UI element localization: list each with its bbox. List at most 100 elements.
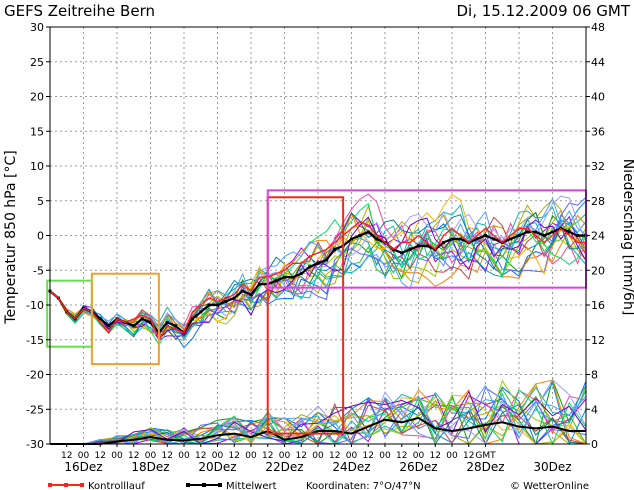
mean-temperature-point <box>400 251 404 255</box>
legend-credit: © WetterOnline <box>510 481 589 490</box>
mean-temperature-point <box>132 324 136 328</box>
mean-temperature-point <box>333 247 337 251</box>
mean-temperature-point <box>475 237 479 241</box>
y-right-tick-label: 8 <box>591 369 598 382</box>
x-day-label: 20Dez <box>198 460 236 474</box>
x-day-label: 26Dez <box>399 460 437 474</box>
x-day-label: 18Dez <box>131 460 169 474</box>
mean-temperature-point <box>517 234 521 237</box>
y-right-tick-label: 36 <box>591 125 605 138</box>
x-hour-label: 00 <box>145 451 157 461</box>
x-hour-label: 12 <box>128 451 139 461</box>
run-date: Di, 15.12.2009 06 GMT <box>457 2 631 20</box>
y-left-tick-label: -15 <box>26 334 44 347</box>
x-day-label: 16Dez <box>64 460 102 474</box>
y-right-tick-label: 0 <box>591 438 598 451</box>
mean-temperature-point <box>308 265 312 269</box>
ensemble-precip-line <box>50 388 587 446</box>
mean-temperature-point <box>350 237 353 241</box>
x-hour-label: 00 <box>78 451 90 461</box>
mean-temperature-point <box>492 237 496 241</box>
control-run-line <box>49 220 586 342</box>
x-day-label: 22Dez <box>265 460 303 474</box>
mean-temperature-point <box>366 230 370 234</box>
mean-temperature-point <box>408 247 412 251</box>
mean-temperature-point <box>567 230 571 234</box>
mean-temperature-point <box>509 237 513 241</box>
x-hour-label: 12 <box>229 451 240 461</box>
mean-temperature-point <box>224 300 228 304</box>
mean-temperature-point <box>249 293 253 297</box>
y-right-tick-label: 28 <box>591 195 605 208</box>
y-left-tick-label: -25 <box>26 403 44 416</box>
y-left-tick-label: 25 <box>30 56 44 69</box>
mean-temperature-point <box>216 303 219 307</box>
mean-temperature-point <box>450 237 454 241</box>
x-hour-label: 00 <box>212 451 224 461</box>
y-axis-right-label: Niederschlag [mm/6h] <box>620 159 634 316</box>
mean-temperature-point <box>174 324 178 328</box>
x-hour-label: 00 <box>178 451 190 461</box>
y-right-tick-label: 24 <box>591 230 605 243</box>
y-right-tick-label: 40 <box>591 91 605 104</box>
y-left-tick-label: 20 <box>30 91 44 104</box>
x-day-label: 24Dez <box>332 460 370 474</box>
mean-temperature-point <box>442 240 446 244</box>
x-hour-label: 12 <box>296 451 307 461</box>
x-hour-label: 12 <box>262 451 273 461</box>
x-hour-label: 12 <box>363 451 374 461</box>
mean-temperature-point <box>299 272 303 276</box>
x-hour-label: 00 <box>312 451 324 461</box>
mean-temperature-point <box>534 230 538 234</box>
mean-temperature-point <box>199 310 203 314</box>
y-left-tick-label: 10 <box>30 160 44 173</box>
x-hour-label: 12 <box>162 451 173 461</box>
highlight-boxes <box>46 189 587 435</box>
mean-temperature-point <box>458 237 462 241</box>
mean-temperature-point <box>576 234 580 237</box>
x-hour-label: 00 <box>245 451 257 461</box>
mean-temperature-point <box>232 296 236 300</box>
y-right-tick-label: 20 <box>591 264 605 277</box>
ensemble-precip-line <box>50 385 587 445</box>
x-hour-label: 00 <box>413 451 425 461</box>
mean-temperature-point <box>257 282 261 286</box>
mean-temperature-point <box>107 324 111 328</box>
x-hour-label: 12 <box>61 451 72 461</box>
y-right-tick-label: 48 <box>591 21 605 34</box>
y-left-tick-label: 15 <box>30 125 44 138</box>
y-right-tick-label: 44 <box>591 56 605 69</box>
mean-temperature-point <box>190 317 194 321</box>
x-hour-label: 00 <box>346 451 358 461</box>
x-hour-label: GMT <box>475 451 496 461</box>
mean-temperature-point <box>283 275 286 279</box>
ensemble-temperature-line <box>49 211 587 331</box>
mean-temperature-point <box>358 234 362 237</box>
y-left-tick-label: 0 <box>37 230 44 243</box>
x-axis-day-ticks: 16Dez 18Dez 20Dez 22Dez 24Dez 26Dez 28Dez 30Dez <box>64 460 571 474</box>
x-day-label: 30Dez <box>533 460 571 474</box>
legend-coordinates: Koordinaten: 7°O/47°N <box>306 481 421 490</box>
mean-temperature-point <box>140 317 144 321</box>
mean-temperature-point <box>324 258 328 262</box>
x-axis-hour-ticks: 12 00 12 00 12 00 12 00 12 00 12 00 12 00 12 00 12 00 12 00… <box>61 444 496 461</box>
legend-kontroll-label: Kontrolllauf <box>88 481 145 490</box>
mean-temperature-point <box>316 261 320 265</box>
mean-temperature-point <box>165 320 169 324</box>
y-left-tick-label: 30 <box>30 21 44 34</box>
x-hour-label: 12 <box>463 451 474 461</box>
mean-temperature-point <box>375 237 379 241</box>
y-right-tick-label: 12 <box>591 334 605 347</box>
y-left-tick-label: -20 <box>26 369 44 382</box>
x-hour-label: 00 <box>446 451 458 461</box>
highlight-box-orange <box>90 272 160 366</box>
x-hour-label: 00 <box>379 451 391 461</box>
x-hour-label: 12 <box>396 451 407 461</box>
legend-mittel-label: Mittelwert <box>226 481 277 490</box>
mean-temperature-point <box>525 230 529 234</box>
ensemble-temperature-line <box>49 216 587 340</box>
mean-temperature-point <box>291 275 295 279</box>
x-hour-label: 00 <box>111 451 123 461</box>
mean-temperature-point <box>149 320 152 324</box>
